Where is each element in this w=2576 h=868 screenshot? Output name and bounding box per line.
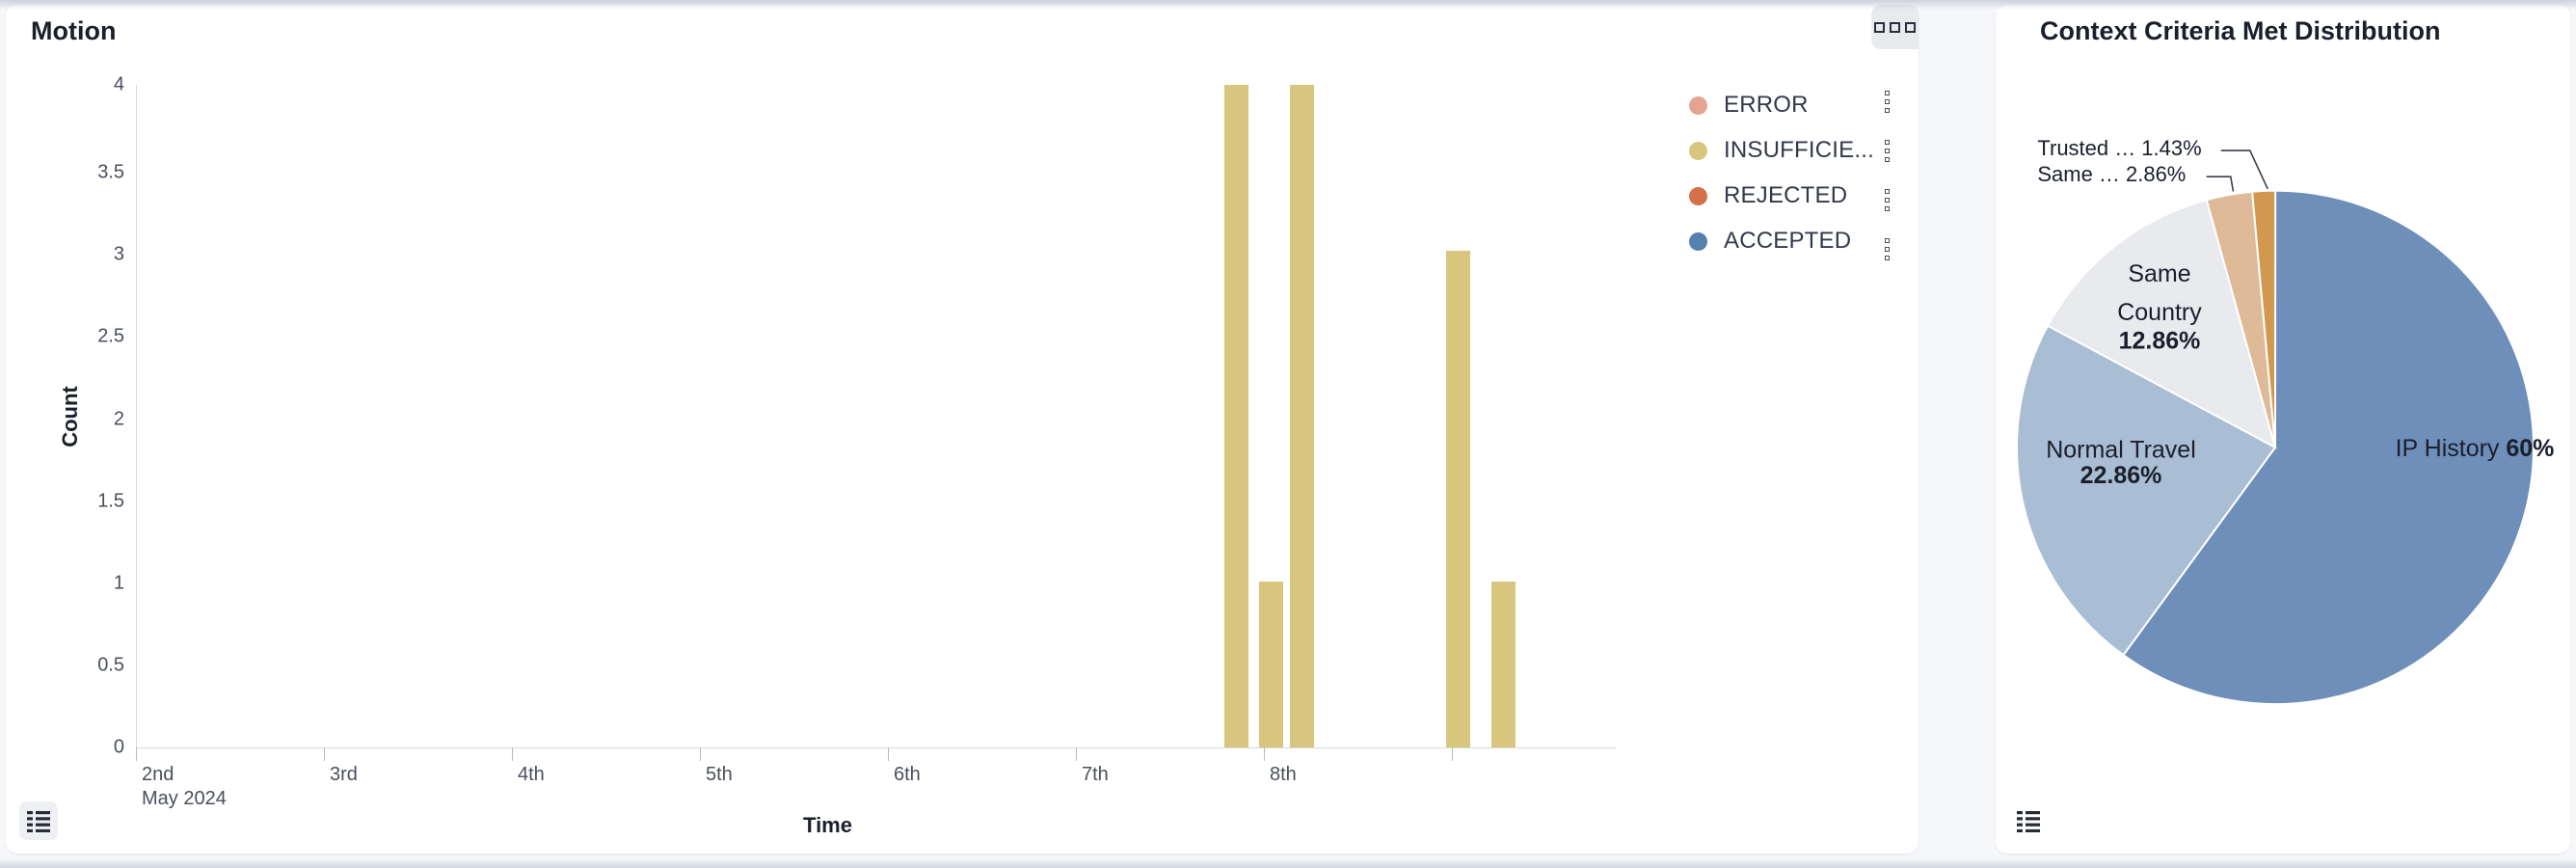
svg-text:Normal Travel: Normal Travel: [2046, 436, 2196, 463]
svg-text:Country: Country: [2117, 299, 2202, 326]
svg-text:Same: Same: [2128, 260, 2190, 287]
svg-text:12.86%: 12.86%: [2119, 328, 2201, 355]
svg-text:IP History 60%: IP History 60%: [2396, 435, 2555, 462]
svg-text:Trusted … 1.43%: Trusted … 1.43%: [2037, 136, 2201, 160]
svg-text:Same … 2.86%: Same … 2.86%: [2037, 162, 2186, 186]
svg-text:22.86%: 22.86%: [2080, 462, 2162, 489]
